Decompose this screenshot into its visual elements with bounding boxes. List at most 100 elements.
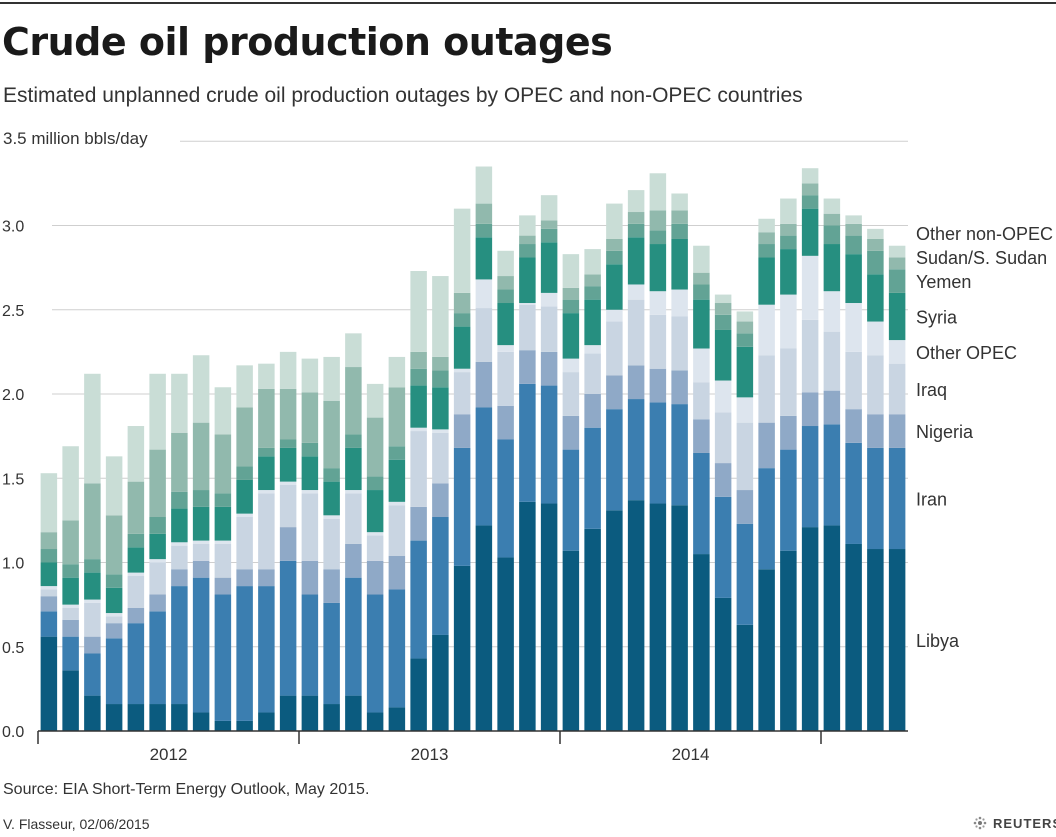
bar-segment-iran: [888, 447, 906, 550]
bar-segment-iran: [214, 594, 232, 721]
bar-stack: [236, 365, 253, 731]
bar-segment-sudan-s-sudan: [105, 515, 123, 575]
bar-segment-other-opec: [758, 304, 775, 356]
bar-segment-libya: [758, 569, 775, 731]
bar-segment-nigeria: [801, 392, 819, 427]
bar-segment-iran: [258, 586, 275, 713]
x-axis: 2012 2013 2014: [37, 730, 908, 764]
bar-segment-libya: [540, 503, 558, 731]
bar-segment-iran: [519, 383, 536, 502]
bar-segment-nigeria: [562, 415, 580, 450]
bar-segment-nigeria: [366, 560, 384, 595]
bar-segment-other-non-opec: [606, 203, 623, 239]
bar-stack: [127, 426, 145, 731]
bar-segment-syria: [192, 506, 210, 541]
bar-segment-iran: [736, 523, 754, 625]
bar-segment-other-non-opec: [432, 276, 449, 357]
bar-segment-syria: [845, 254, 862, 304]
bar-segment-iraq: [258, 493, 275, 570]
bar-segment-yemen: [214, 493, 232, 507]
bar-segment-sudan-s-sudan: [649, 210, 667, 231]
bars-layer: [40, 166, 906, 731]
bar-segment-other-opec: [279, 481, 297, 485]
bar-segment-nigeria: [649, 368, 667, 403]
bar-segment-libya: [366, 712, 384, 731]
bar-segment-iran: [149, 611, 166, 705]
bar-segment-nigeria: [345, 543, 362, 578]
bar-segment-iran: [301, 594, 319, 696]
bar-segment-other-opec: [780, 294, 797, 349]
chart-subtitle: Estimated unplanned crude oil production…: [3, 84, 803, 107]
bar-segment-other-opec: [236, 513, 253, 518]
bar-segment-iraq: [606, 321, 623, 376]
bar-segment-libya: [845, 543, 862, 731]
bar-segment-iraq: [584, 353, 601, 394]
bar-segment-syria: [888, 292, 906, 341]
bar-segment-syria: [301, 456, 319, 491]
bar-segment-yemen: [497, 289, 514, 304]
bar-segment-sudan-s-sudan: [758, 232, 775, 245]
bar-segment-other-opec: [62, 604, 79, 608]
bar-segment-libya: [410, 658, 427, 731]
bar-stack: [780, 198, 797, 731]
bar-segment-other-opec: [388, 501, 406, 506]
bar-segment-iran: [410, 540, 427, 659]
bar-segment-libya: [888, 549, 906, 731]
bar-segment-iraq: [497, 351, 514, 406]
bar-segment-libya: [149, 704, 166, 731]
bar-segment-iraq: [410, 431, 427, 507]
bar-stack: [345, 333, 362, 731]
bar-segment-libya: [736, 624, 754, 731]
bar-segment-other-non-opec: [693, 245, 710, 273]
bar-segment-nigeria: [258, 569, 275, 587]
bar-segment-sudan-s-sudan: [192, 422, 210, 491]
bar-segment-yemen: [888, 269, 906, 293]
bar-segment-sudan-s-sudan: [236, 407, 253, 467]
bar-segment-nigeria: [540, 351, 558, 386]
bar-segment-libya: [584, 528, 601, 731]
bar-segment-yemen: [323, 468, 340, 482]
bar-segment-libya: [519, 501, 536, 731]
bar-segment-other-non-opec: [366, 383, 384, 418]
bar-segment-libya: [192, 712, 210, 731]
bar-segment-other-opec: [693, 348, 710, 383]
bar-segment-other-non-opec: [410, 270, 427, 352]
bar-segment-iran: [540, 385, 558, 504]
bar-segment-iran: [845, 442, 862, 544]
bar-segment-other-non-opec: [301, 358, 319, 393]
bar-segment-nigeria: [867, 414, 884, 448]
bar-segment-libya: [301, 695, 319, 731]
bar-segment-libya: [84, 695, 101, 731]
bar-segment-other-non-opec: [627, 190, 645, 213]
bar-segment-iran: [388, 589, 406, 708]
bar-segment-other-opec: [540, 292, 558, 307]
bar-segment-libya: [475, 525, 493, 731]
bar-segment-sudan-s-sudan: [714, 303, 732, 315]
bar-segment-sudan-s-sudan: [388, 387, 406, 447]
bar-segment-syria: [823, 244, 841, 292]
bar-segment-syria: [562, 313, 580, 359]
bar-segment-other-opec: [845, 303, 862, 352]
bar-segment-syria: [323, 481, 340, 516]
bar-segment-sudan-s-sudan: [627, 212, 645, 224]
bar-segment-sudan-s-sudan: [867, 238, 884, 251]
bar-stack: [867, 228, 884, 731]
bar-segment-libya: [171, 704, 188, 731]
bar-segment-yemen: [149, 517, 166, 534]
bar-stack: [279, 351, 297, 731]
bar-segment-iran: [323, 602, 340, 705]
bar-segment-syria: [279, 447, 297, 482]
bar-segment-other-non-opec: [519, 215, 536, 236]
bar-segment-other-non-opec: [758, 218, 775, 233]
bar-segment-yemen: [62, 564, 79, 578]
bar-segment-other-non-opec: [823, 198, 841, 214]
bar-segment-libya: [671, 505, 688, 731]
bar-segment-sudan-s-sudan: [301, 392, 319, 443]
bar-segment-syria: [519, 257, 536, 304]
bar-segment-sudan-s-sudan: [801, 183, 819, 196]
bar-segment-libya: [562, 550, 580, 731]
bar-segment-syria: [388, 459, 406, 502]
bar-segment-iran: [801, 426, 819, 528]
bar-stack: [388, 356, 406, 731]
